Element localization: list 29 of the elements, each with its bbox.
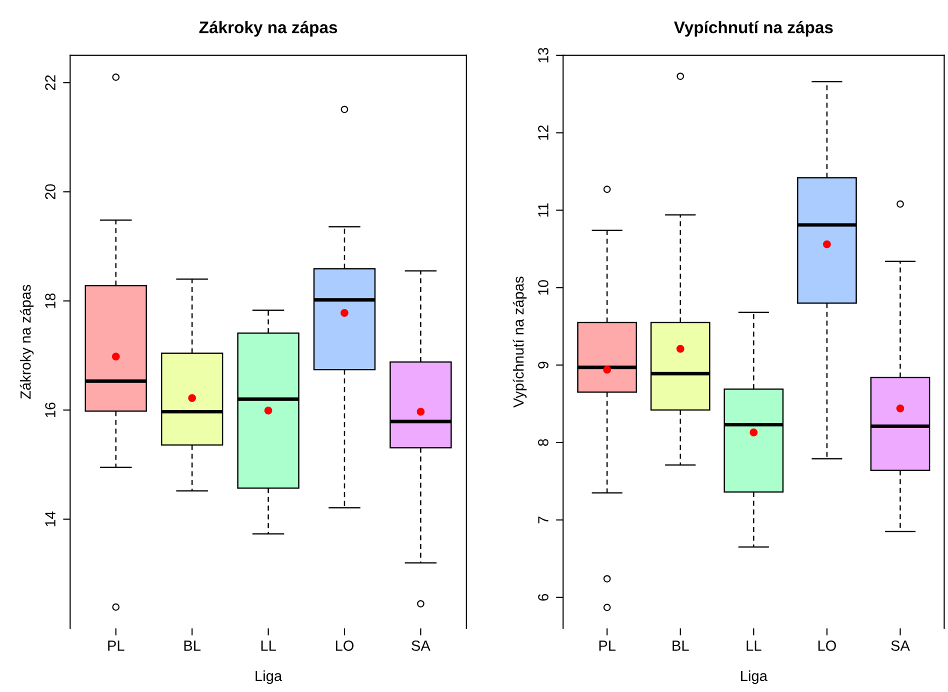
x-tick-label: LL: [746, 640, 762, 651]
y-tick-label: 10: [538, 280, 548, 295]
y-tick-label: 7: [538, 516, 548, 524]
chart-title: Vypíchnutí na zápas: [674, 20, 833, 37]
x-tick-label: LL: [261, 640, 276, 651]
y-tick-label: 22: [45, 75, 56, 90]
y-tick-label: 9: [538, 362, 548, 368]
y-tick-label: 13: [538, 48, 548, 62]
x-axis-title: Liga: [256, 670, 282, 684]
x-tick-label: PL: [599, 640, 616, 651]
y-tick-label: 18: [45, 293, 56, 308]
x-tick-label: SA: [412, 640, 430, 651]
chart-title: Zákroky na zápas: [199, 20, 338, 37]
y-tick-label: 16: [45, 402, 56, 418]
y-tick-label: 20: [45, 184, 56, 200]
y-tick-label: 8: [538, 439, 548, 446]
y-tick-label: 6: [538, 594, 548, 601]
y-axis-title: Vypíchnutí na zápas: [512, 276, 527, 408]
x-axis-title: Liga: [741, 670, 768, 684]
y-tick-label: 12: [538, 125, 548, 140]
y-tick-label: 11: [538, 203, 548, 217]
x-tick-label: PL: [108, 640, 124, 651]
x-tick-label: SA: [891, 640, 910, 651]
x-tick-label: LO: [818, 640, 836, 651]
x-tick-label: BL: [672, 640, 689, 651]
y-axis-title: Zákroky na zápas: [20, 284, 34, 399]
x-tick-label: LO: [336, 640, 354, 651]
y-tick-label: 14: [45, 512, 56, 526]
x-tick-label: BL: [184, 640, 201, 651]
